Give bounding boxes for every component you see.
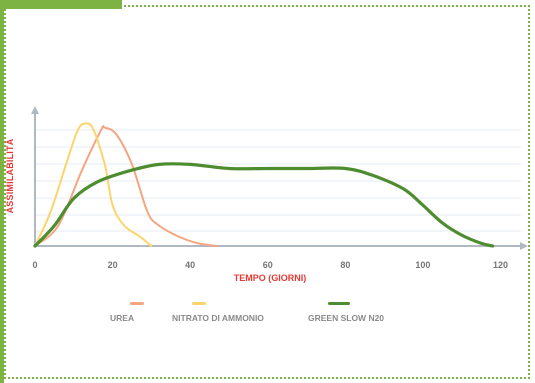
legend-label: NITRATO DI AMMONIO: [172, 313, 264, 323]
series-group: [33, 122, 495, 248]
series-line-urea: [34, 125, 219, 247]
series-line-green-slow-n20: [33, 162, 495, 248]
frame-accent-bar: [0, 0, 4, 383]
legend-swatch: [192, 302, 206, 305]
chart-frame: [4, 5, 530, 379]
frame-corner-tab: [0, 0, 122, 9]
x-tick-label-60: 60: [263, 260, 273, 270]
x-tick-label-80: 80: [340, 260, 350, 270]
x-tick-label-120: 120: [493, 260, 508, 270]
x-axis-arrow: [520, 242, 528, 250]
grid-lines: [35, 129, 521, 232]
chart-svg: 0 20 40 60 80 100 120 ASSIMILABILITÀ TEMPO (GI…: [5, 106, 528, 283]
x-tick-label-0: 0: [32, 260, 37, 270]
x-axis-label: TEMPO (GIORNI): [234, 273, 307, 283]
x-tick-labels: 0 20 40 60 80 100 120: [32, 260, 508, 270]
y-axis-label: ASSIMILABILITÀ: [5, 138, 15, 213]
legend-label: UREA: [110, 313, 135, 323]
x-tick-label-20: 20: [108, 260, 118, 270]
x-tick-label-40: 40: [185, 260, 195, 270]
x-tick-label-100: 100: [415, 260, 430, 270]
legend-swatch: [130, 302, 144, 305]
legend-swatch: [328, 302, 350, 305]
axes: [31, 106, 528, 250]
y-axis-arrow: [31, 106, 39, 114]
series-line-nitrato-di-ammonio: [34, 122, 153, 247]
legend-label: GREEN SLOW N20: [308, 313, 385, 323]
legend: UREA NITRATO DI AMMONIO GREEN SLOW N20: [110, 302, 430, 326]
